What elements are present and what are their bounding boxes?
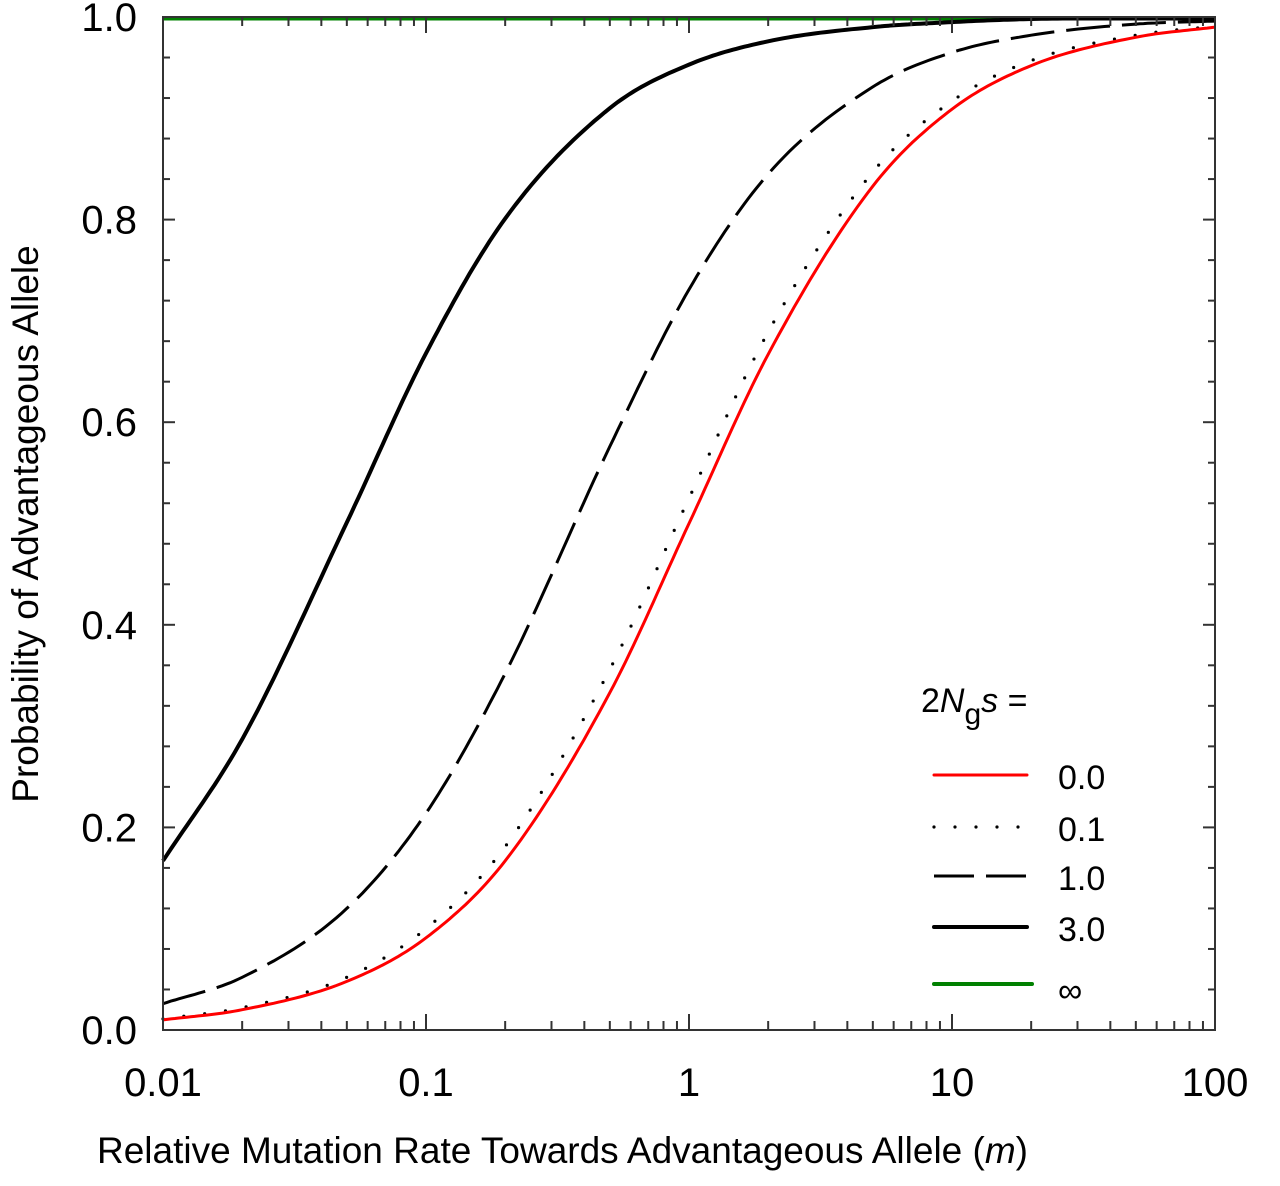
series-line-3-0 (161, 16, 1215, 862)
y-tick-label: 1.0 (81, 0, 137, 40)
series-line-0-0 (162, 25, 1216, 1022)
series-line-0-1 (161, 24, 1217, 1021)
x-tick-label: 0.1 (398, 1061, 454, 1105)
legend-item: 0.0 (932, 759, 1105, 797)
y-tick-label: 0.0 (81, 1009, 137, 1053)
legend-label: 1.0 (1058, 860, 1105, 898)
x-axis-ticks (162, 17, 1204, 1030)
y-tick-label: 0.2 (81, 806, 137, 850)
legend-label: ∞ (1058, 972, 1082, 1010)
y-axis-title: Probability of Advantageous Allele (5, 245, 46, 802)
x-axis-title-close: ) (1016, 1130, 1028, 1171)
y-tick-label: 0.6 (81, 401, 137, 445)
x-axis-title-var: m (985, 1130, 1016, 1171)
series-line-1-0 (162, 19, 1216, 1006)
x-axis-title-main: Relative Mutation Rate Towards Advantage… (97, 1130, 986, 1171)
x-axis-title: Relative Mutation Rate Towards Advantage… (97, 1130, 1028, 1171)
legend-label: 0.0 (1058, 759, 1105, 797)
x-axis-tick-labels: 0.01 0.1 1 10 100 (124, 1061, 1248, 1105)
y-axis-ticks (163, 16, 1215, 1031)
legend-item: ∞ (932, 972, 1082, 1010)
legend-label: 3.0 (1058, 911, 1105, 949)
legend-item: 0.1 (932, 811, 1105, 849)
y-tick-label: 0.4 (81, 604, 137, 648)
legend-title-eq: = (998, 682, 1027, 720)
legend-title-N: N (940, 682, 965, 720)
x-tick-label: 10 (930, 1061, 975, 1105)
legend: 2Ngs = 0.0 0.1 1.0 3.0 ∞ (921, 682, 1105, 1010)
y-axis-tick-labels: 0.0 0.2 0.4 0.6 0.8 1.0 (81, 0, 137, 1053)
legend-title-sub: g (964, 698, 981, 731)
x-tick-label: 1 (678, 1061, 700, 1105)
x-tick-label: 100 (1182, 1061, 1249, 1105)
legend-label: 0.1 (1058, 811, 1105, 849)
x-tick-label: 0.01 (124, 1061, 202, 1105)
legend-title: 2Ngs = (921, 682, 1027, 731)
legend-title-s: s (981, 682, 998, 720)
legend-item: 3.0 (932, 911, 1105, 949)
legend-item: 1.0 (934, 860, 1105, 898)
y-tick-label: 0.8 (81, 199, 137, 243)
legend-title-2: 2 (921, 682, 940, 720)
